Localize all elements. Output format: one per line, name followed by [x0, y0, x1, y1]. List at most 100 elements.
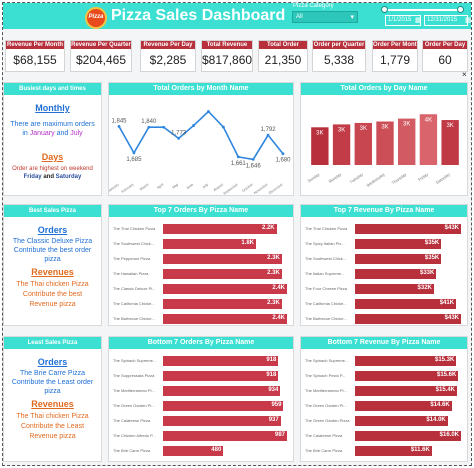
hbar-category-label: The Green Garden Pi...	[305, 403, 347, 408]
panel-title: Total Orders by Month Name	[109, 83, 293, 95]
hbar-category-label: The Chicken Alfredo P...	[113, 433, 156, 438]
panel-title: Bottom 7 Revenue By Pizza Name	[301, 337, 467, 349]
category-dropdown[interactable]: All ▾	[292, 11, 358, 23]
hbar-value-label: $15.6K	[436, 372, 457, 378]
hbar: $35K	[355, 254, 442, 264]
hbar: $15.4K	[355, 386, 458, 396]
hbar-value-label: $35K	[424, 240, 440, 246]
top-orders-chart: The Thai Chicken Pizza 2.2K The Southwest …	[109, 219, 293, 325]
least-orders-line: The Brie Carre Pizza	[20, 370, 85, 377]
hbar-row: The Thai Chicken Pizza 2.2K	[109, 223, 293, 236]
date-start-field[interactable]: 1/1/2015	[385, 15, 421, 26]
kpi-label: Revenue Per Quarter	[71, 41, 131, 49]
day-bar	[311, 127, 329, 165]
category-value: All	[296, 14, 303, 20]
calendar-icon[interactable]: ▦	[465, 17, 472, 24]
kpi-order-per-quarter: Order per Quarter 5,338	[312, 40, 366, 72]
day-friday: Friday	[23, 174, 42, 180]
month-tick-label: March	[139, 183, 149, 192]
hbar-row: The Brie Carre Pizza 480	[109, 445, 293, 458]
month-point	[207, 110, 210, 113]
least-orders-line: pizza	[44, 388, 61, 395]
hbar-row: The Southwest Chick... 1.8K	[109, 238, 293, 251]
month-tick-label: October	[241, 182, 254, 193]
hbar-row: The Spinach Supreme... 918	[109, 355, 293, 368]
title-bar: Pizza Pizza Sales Dashboard Pizza Catego…	[3, 3, 472, 29]
kpi-label: Total Revenue	[202, 41, 252, 49]
hbar-row: The Chicken Alfredo P... 987	[109, 430, 293, 443]
kpi-label: Total Order	[259, 41, 307, 49]
month-data-label: 1,646	[246, 163, 262, 169]
busiest-days-panel: Busiest days and times Monthly There are…	[3, 82, 102, 196]
day-data-label: 3K	[338, 127, 345, 133]
hbar: $32K	[355, 284, 434, 294]
hbar: $15.6K	[355, 371, 459, 381]
hbar: $14.0K	[355, 416, 448, 426]
day-tick-label: Sunday	[306, 172, 320, 184]
hbar: 937	[163, 416, 281, 426]
kpi-value: 21,350	[264, 53, 302, 67]
best-orders-heading: Orders	[37, 225, 68, 235]
close-icon[interactable]: ×	[462, 70, 467, 79]
hbar-value-label: $41K	[439, 300, 455, 306]
month-point	[281, 152, 285, 156]
hbar-category-label: The Mediterranean Pi...	[305, 388, 347, 393]
kpi-revenue-per-month: Revenue Per Month $68,155	[5, 40, 65, 72]
hbar: $15.3K	[355, 356, 457, 366]
kpi-value: $204,465	[75, 53, 127, 67]
month-tick-label: January	[109, 182, 120, 193]
calendar-icon[interactable]: ▦	[415, 17, 422, 24]
hbar-category-label: The Barbecue Chicke...	[113, 316, 155, 321]
kpi-label: Revenue Per Month	[6, 41, 64, 49]
top-revenue-panel: Top 7 Revenue By Pizza Name The Thai Chi…	[300, 204, 468, 326]
date-slider-end-handle[interactable]	[457, 6, 464, 13]
hbar-value-label: 2.4K	[272, 315, 285, 321]
hbar: 987	[163, 431, 287, 441]
day-bar	[376, 121, 394, 165]
hbar-value-label: $14.6K	[430, 402, 450, 408]
month-tick-label: July	[202, 182, 210, 189]
bottom-orders-panel: Bottom 7 Orders By Pizza Name The Spinac…	[108, 336, 294, 462]
hbar-category-label: The California Chicke...	[305, 301, 347, 306]
hbar-category-label: The Mediterranean Pi...	[113, 388, 155, 393]
hbar-category-label: The California Chicke...	[113, 301, 155, 306]
hbar-value-label: 2.2K	[261, 225, 275, 231]
hbar-row: The Italian Supreme... $33K	[301, 268, 467, 281]
date-slider-start-handle[interactable]	[381, 6, 388, 13]
hbar: $14.6K	[355, 401, 452, 411]
month-data-label: 1,840	[141, 119, 157, 125]
kpi-label: Order Per Month	[373, 41, 417, 49]
busiest-panel-title: Busiest days and times	[4, 83, 101, 95]
hbar-value-label: 918	[266, 372, 277, 378]
best-orders-line: The Classic Deluxe Pizza	[12, 238, 93, 245]
kpi-total-revenue: Total Revenue $817,860	[201, 40, 253, 72]
top-revenue-chart: The Thai Chicken Pizza $43K The Spicy Ital…	[301, 219, 467, 325]
kpi-revenue-per-day: Revenue Per Day $2,285	[140, 40, 196, 72]
text-in: in	[22, 130, 30, 137]
hbar-category-label: The Soppressata Pizza	[113, 373, 155, 378]
day-data-label: 3K	[381, 125, 388, 131]
hbar-category-label: The Southwest Chick...	[113, 241, 155, 246]
date-end-field[interactable]: 12/31/2015	[424, 15, 468, 26]
hbar-row: The Southwest Chick... $35K	[301, 253, 467, 266]
hbar-value-label: 934	[268, 387, 279, 393]
hbar: 918	[163, 371, 279, 381]
best-revenues-line: The Thai chicken Pizza	[16, 281, 89, 288]
best-panel-title: Best Sales Pizza	[4, 205, 101, 217]
best-orders-line: pizza	[44, 256, 61, 263]
day-data-label: 3K	[360, 126, 367, 132]
hbar-row: The Mediterranean Pi... $15.4K	[301, 385, 467, 398]
best-revenues-heading: Revenues	[31, 267, 74, 277]
chevron-down-icon: ▾	[350, 14, 354, 21]
month-data-label: 1,845	[111, 118, 127, 124]
month-point	[192, 124, 195, 127]
days-heading: Days	[41, 152, 64, 162]
hbar-value-label: $32K	[417, 285, 432, 291]
date-slider-track[interactable]	[384, 9, 460, 11]
kpi-label: Order Per Day	[423, 41, 467, 49]
hbar-row: The Hawaiian Pizza 2.3K	[109, 268, 293, 281]
month-point	[236, 155, 240, 159]
hbar: 2.3K	[163, 299, 282, 309]
hbar-category-label: The Barbecue Chicke...	[305, 316, 347, 321]
day-tick-label: Monday	[328, 172, 343, 184]
